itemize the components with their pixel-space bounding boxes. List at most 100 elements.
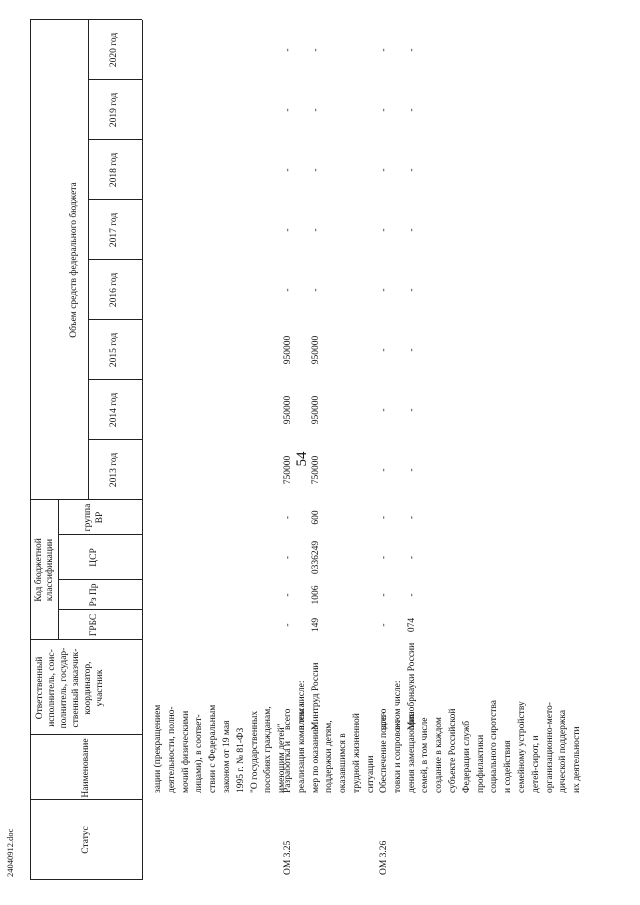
code-cell: - — [406, 555, 417, 560]
header-year: 2019 год — [109, 92, 119, 128]
header-code: ВР — [95, 511, 105, 524]
value-cell: - — [406, 408, 417, 412]
header-name: Наименование — [81, 738, 91, 798]
header-code: группа — [83, 503, 93, 532]
header-year: 2016 год — [109, 272, 119, 308]
header-responsible: координатор, — [83, 661, 93, 715]
rule — [30, 734, 142, 735]
rule — [88, 379, 142, 380]
name-line: детей-сирот, и — [530, 735, 541, 793]
name-line: зации (прекращением — [153, 704, 163, 793]
header-year: 2017 год — [109, 212, 119, 248]
page-number: 54 — [294, 451, 310, 467]
header-responsible: ственный заказчик- — [71, 648, 81, 728]
rule — [58, 579, 142, 580]
row-status: ОМ 3.26 — [379, 840, 389, 875]
rule — [88, 139, 142, 140]
name-line: мер по оказанию — [310, 724, 321, 793]
responsible: Минтруд России — [310, 662, 321, 730]
name-line: профилактики — [475, 734, 486, 793]
value-cell: 950000 — [283, 335, 293, 365]
value-cell: - — [379, 228, 389, 232]
rule — [88, 319, 142, 320]
rule — [88, 79, 142, 80]
code-cell: - — [406, 515, 417, 520]
rule — [30, 639, 142, 640]
name-line: лицами), в соответ- — [194, 714, 205, 793]
value-cell: - — [406, 468, 417, 472]
header-responsible: полнитель, государ- — [59, 647, 69, 729]
responsible: в том числе: — [392, 680, 403, 730]
header-responsible: исполнитель, соис- — [47, 649, 57, 727]
value-cell: 750000 — [310, 455, 321, 485]
value-cell: - — [379, 108, 389, 112]
code-cell: 0336249 — [310, 540, 321, 575]
value-cell: 950000 — [283, 395, 293, 425]
value-cell: - — [406, 348, 417, 352]
name-line: Разработка и — [283, 741, 293, 793]
header-code-group: классификации — [45, 538, 55, 602]
value-cell: - — [406, 288, 417, 292]
responsible: в том числе: — [296, 680, 307, 730]
header-status: Статус — [81, 826, 91, 854]
header-code: ГРБС — [89, 613, 99, 637]
responsible: Минобрнауки России — [406, 642, 417, 730]
name-line: организационно-мето- — [544, 702, 555, 793]
responsible: всего — [283, 708, 293, 730]
value-cell: 750000 — [283, 455, 293, 485]
header-responsible: участник — [95, 669, 105, 707]
name-line: поддержки детям, — [324, 720, 335, 793]
value-cell: - — [283, 288, 293, 292]
rule — [142, 20, 143, 880]
value-cell: - — [283, 108, 293, 112]
rule — [30, 20, 31, 880]
responsible: всего — [379, 708, 389, 730]
code-cell: - — [283, 515, 293, 520]
value-cell: - — [310, 48, 321, 52]
rule — [30, 879, 142, 880]
name-line: "О государственных — [249, 710, 260, 793]
header-code: Рз Пр — [89, 583, 99, 607]
code-cell: - — [379, 515, 389, 520]
code-cell: 074 — [406, 617, 417, 633]
rule — [58, 500, 59, 640]
name-line: Федерации служб — [461, 720, 472, 793]
value-cell: - — [283, 48, 293, 52]
name-line: ситуации — [365, 755, 376, 793]
name-line: 1995 г. № 81-ФЗ — [235, 727, 246, 793]
value-cell: - — [379, 168, 389, 172]
name-line: создание в каждом — [434, 717, 445, 793]
name-line: и содействия — [503, 740, 514, 793]
value-cell: - — [310, 228, 321, 232]
header-year: 2015 год — [109, 332, 119, 368]
value-cell: - — [310, 108, 321, 112]
code-cell: - — [379, 555, 389, 560]
code-cell: 600 — [310, 510, 321, 525]
footer-filename: 24040912.doc — [5, 828, 15, 877]
header-budget: Объем средств федерального бюджета — [69, 182, 79, 338]
code-cell: - — [283, 593, 293, 597]
code-cell: - — [283, 623, 293, 627]
value-cell: - — [379, 468, 389, 472]
header-code: ЦСР — [89, 548, 99, 567]
value-cell: - — [283, 168, 293, 172]
rule — [30, 19, 142, 20]
name-line: их деятельности — [572, 726, 583, 793]
name-line: субъекте Российской — [448, 708, 458, 794]
name-line: мочий физическими — [180, 710, 191, 793]
rule — [30, 799, 142, 800]
value-cell: 950000 — [310, 335, 321, 365]
name-line: дической поддержка — [558, 709, 569, 793]
rule — [88, 199, 142, 200]
value-cell: - — [406, 228, 417, 232]
name-line: трудной жизненной — [352, 713, 362, 793]
value-cell: - — [379, 48, 389, 52]
header-year: 2018 год — [109, 152, 119, 188]
name-line: семей, в том числе — [420, 717, 431, 794]
value-cell: - — [310, 168, 321, 172]
rule — [58, 534, 142, 535]
header-responsible: Ответственный — [35, 656, 45, 720]
header-year: 2013 год — [109, 452, 119, 488]
value-cell: - — [310, 288, 321, 292]
